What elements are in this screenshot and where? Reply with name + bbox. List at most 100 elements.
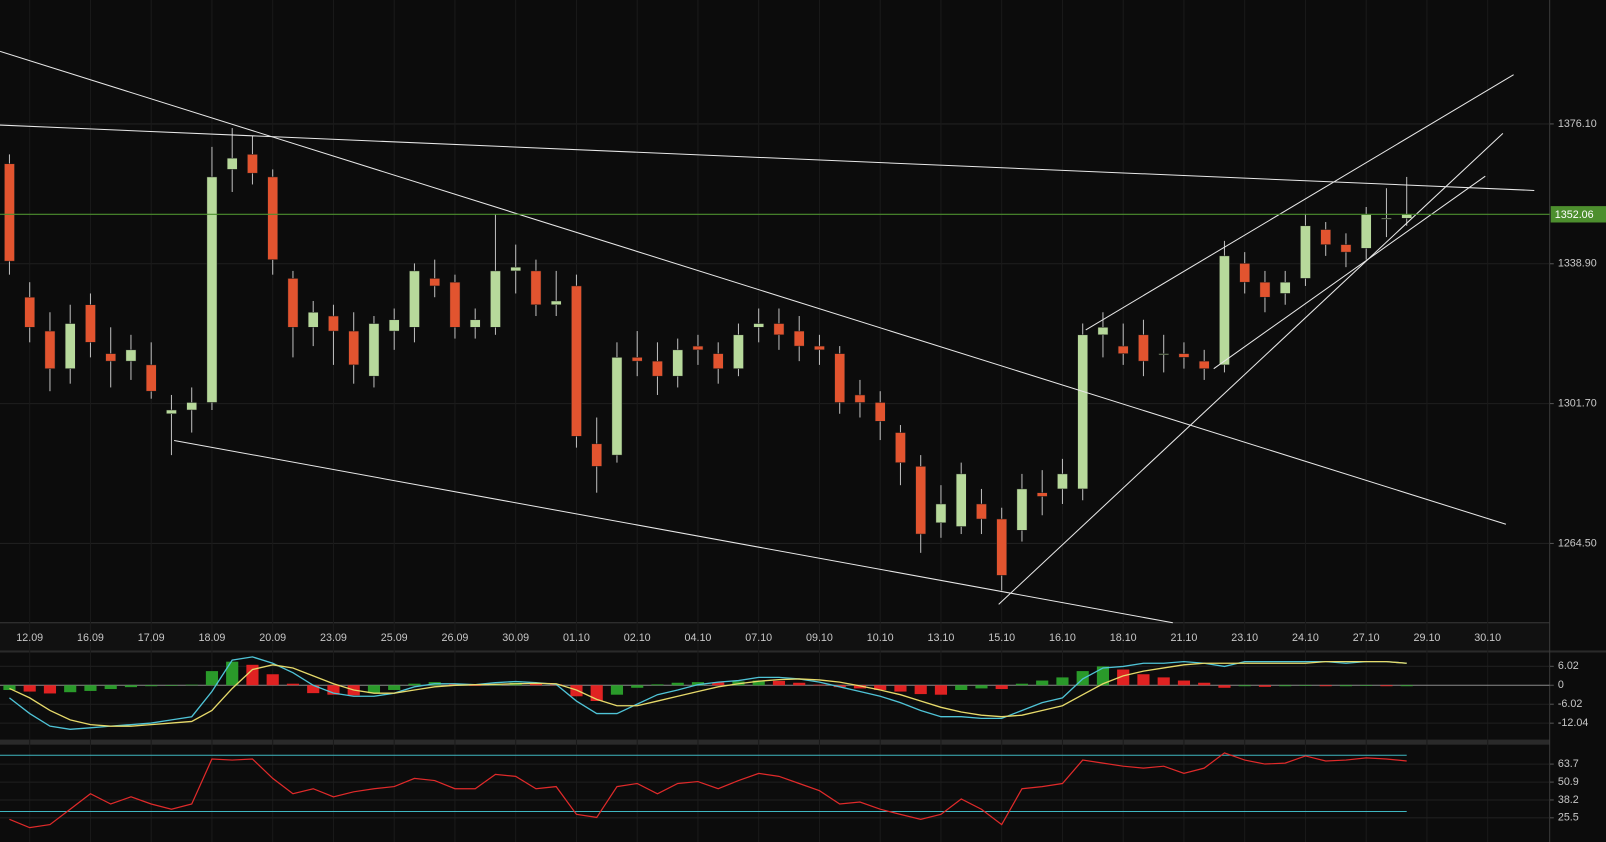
histogram-bar xyxy=(246,664,259,686)
trend-line xyxy=(173,439,1173,624)
candle-body xyxy=(490,270,501,328)
histogram-bar xyxy=(1015,683,1029,686)
histogram-bar xyxy=(327,685,340,695)
candle-body xyxy=(1381,218,1392,220)
candle-body xyxy=(1198,360,1210,369)
candle-body xyxy=(935,503,947,524)
y-tick-label: 38.2 xyxy=(1558,794,1579,806)
candle-body xyxy=(328,315,339,332)
candle-body xyxy=(4,163,15,262)
candle-body xyxy=(733,334,744,369)
x-tick-label: 24.10 xyxy=(1292,632,1319,644)
histogram-bar xyxy=(955,685,968,690)
y-tick-label: 0 xyxy=(1558,679,1564,691)
histogram-bar xyxy=(570,685,583,697)
histogram-bar xyxy=(286,683,300,686)
y-tick-label: 1301.70 xyxy=(1558,397,1597,409)
histogram-bar xyxy=(610,685,624,695)
x-tick-label: 12.09 xyxy=(16,632,43,644)
candle-body xyxy=(1360,214,1372,249)
candle-body xyxy=(247,154,258,174)
candle-body xyxy=(712,353,724,369)
histogram-bar xyxy=(205,671,219,686)
histogram-bar xyxy=(43,685,57,694)
x-tick-label: 15.10 xyxy=(988,632,1015,644)
candle-body xyxy=(469,319,481,328)
x-tick-label: 09.10 xyxy=(806,632,833,644)
x-tick-label: 26.09 xyxy=(442,632,469,644)
histogram-bar xyxy=(1198,682,1211,686)
candle-body xyxy=(1036,492,1048,497)
x-tick-label: 30.09 xyxy=(502,632,529,644)
histogram-bar xyxy=(975,685,988,689)
histogram-bar xyxy=(651,684,664,686)
last-price-box xyxy=(1550,206,1606,223)
panel-divider xyxy=(0,650,1606,653)
indicator-line xyxy=(9,660,1407,727)
trend-line xyxy=(1085,74,1514,331)
histogram-bar xyxy=(1299,685,1312,686)
y-tick-label: -12.04 xyxy=(1558,717,1589,729)
histogram-bar xyxy=(1056,677,1069,686)
x-tick-label: 13.10 xyxy=(928,632,955,644)
candle-body xyxy=(267,176,279,260)
histogram-bar xyxy=(691,682,705,686)
x-tick-label: 27.10 xyxy=(1353,632,1380,644)
candle-body xyxy=(915,466,927,535)
candle-body xyxy=(1279,281,1291,294)
candle-body xyxy=(24,296,36,328)
candle-body xyxy=(814,345,825,351)
histogram-bar xyxy=(1238,685,1251,687)
candle-body xyxy=(854,394,866,403)
candle-body xyxy=(206,176,218,403)
histogram-bar xyxy=(104,685,117,690)
panel-divider xyxy=(0,739,1550,745)
histogram-bar xyxy=(408,683,421,686)
histogram-bar xyxy=(671,682,684,686)
histogram-bar xyxy=(631,685,644,688)
x-tick-label: 18.09 xyxy=(199,632,226,644)
trend-line xyxy=(0,50,1507,525)
y-tick-label: 1264.50 xyxy=(1558,537,1597,549)
candle-body xyxy=(145,364,157,392)
x-tick-label: 10.10 xyxy=(867,632,894,644)
candle-body xyxy=(307,312,319,328)
x-tick-label: 18.10 xyxy=(1110,632,1137,644)
x-tick-label: 30.10 xyxy=(1474,632,1501,644)
candle-body xyxy=(652,360,663,377)
x-tick-label: 01.10 xyxy=(563,632,590,644)
trend-line xyxy=(1213,175,1486,370)
candle-body xyxy=(125,349,137,362)
candle-body xyxy=(571,285,582,437)
histogram-bar xyxy=(388,685,401,690)
candle-body xyxy=(409,270,420,328)
histogram-bar xyxy=(165,685,178,686)
candle-body xyxy=(996,518,1008,576)
x-tick-label: 20.09 xyxy=(259,632,286,644)
candle-body xyxy=(530,270,542,305)
candle-body xyxy=(753,323,765,328)
histogram-bar xyxy=(1218,685,1231,688)
histogram-bar xyxy=(1400,685,1413,687)
candle-body xyxy=(186,402,198,411)
candle-body xyxy=(1219,255,1230,366)
y-tick-label: 63.7 xyxy=(1558,758,1579,770)
x-tick-label: 23.10 xyxy=(1231,632,1258,644)
histogram-bar xyxy=(1319,685,1332,687)
candle-body xyxy=(692,345,704,351)
candle-body xyxy=(955,473,967,527)
candle-body xyxy=(1138,334,1149,362)
candle-body xyxy=(834,353,846,403)
candle-body xyxy=(105,353,117,362)
histogram-bar xyxy=(367,685,381,694)
candle-body xyxy=(429,278,441,287)
candle-body xyxy=(166,409,177,415)
indicator-line xyxy=(9,752,1407,829)
x-tick-label: 25.09 xyxy=(381,632,408,644)
candle-body xyxy=(895,432,906,463)
candle-body xyxy=(631,357,643,362)
candle-body xyxy=(510,266,522,272)
histogram-bar xyxy=(84,685,97,691)
